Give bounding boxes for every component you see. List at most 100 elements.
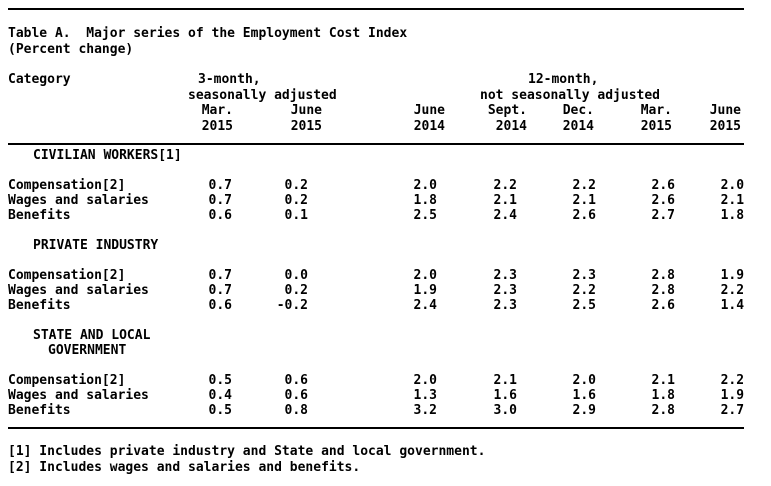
cell: 0.6 (284, 388, 308, 403)
col-month-2: June (413, 103, 445, 118)
spacer-row (8, 313, 744, 328)
cell: 2.2 (720, 373, 745, 388)
cell: 1.9 (720, 388, 745, 403)
spacer-row (8, 253, 744, 268)
cell: 2.2 (572, 283, 596, 298)
cell: 2.3 (493, 283, 517, 298)
footnote-2: [2] Includes wages and salaries and bene… (8, 459, 361, 475)
table-row: Compensation[2] 0.5 0.6 2.0 2.1 2.0 2.1 … (8, 373, 744, 388)
table-row: Wages and salaries 0.7 0.2 1.8 2.1 2.1 2… (8, 193, 744, 208)
table-row: Benefits 0.5 0.8 3.2 3.0 2.9 2.8 2.7 (8, 403, 744, 418)
cell: 2.0 (413, 268, 437, 283)
col-month-3: Sept. (487, 103, 527, 118)
col-year-0: 2015 (201, 118, 233, 134)
cell: 2.0 (572, 373, 596, 388)
cell: 2.1 (572, 193, 596, 208)
col-year-3: 2014 (495, 118, 527, 134)
cell: 0.2 (284, 193, 308, 208)
col-month-0: Mar. (201, 103, 233, 118)
row-label: Benefits (8, 403, 71, 418)
spacer-row (8, 163, 744, 178)
cell: 2.7 (651, 208, 675, 223)
cell: 0.7 (208, 268, 232, 283)
cell: 2.5 (572, 298, 596, 313)
cell: 2.1 (493, 373, 517, 388)
col-month-1: June (290, 103, 322, 118)
group-header-3month: 3-month, (198, 72, 261, 87)
section-heading-row: PRIVATE INDUSTRY (8, 238, 744, 253)
cell: 1.6 (572, 388, 596, 403)
cell: 1.9 (413, 283, 437, 298)
eci-table: CIVILIAN WORKERS[1] Compensation[2] 0.7 … (8, 148, 744, 418)
cell: 2.4 (493, 208, 517, 223)
top-rule (8, 8, 744, 10)
cell: 2.1 (720, 193, 745, 208)
cell: 0.5 (208, 373, 232, 388)
cell: 1.6 (493, 388, 517, 403)
cell: 0.4 (208, 388, 232, 403)
cell: 0.7 (208, 193, 232, 208)
group-header-3month-sub: seasonally adjusted (188, 87, 337, 103)
row-label: Benefits (8, 298, 71, 313)
group-header-12month: 12-month, (528, 72, 599, 87)
col-year-6: 2015 (709, 118, 741, 134)
table-row: Benefits 0.6 -0.2 2.4 2.3 2.5 2.6 1.4 (8, 298, 744, 313)
cell: 2.0 (413, 178, 437, 193)
col-year-4: 2014 (562, 118, 594, 134)
cell: 2.3 (493, 268, 517, 283)
cell: 2.8 (651, 403, 675, 418)
cell: 2.2 (493, 178, 517, 193)
cell: 2.0 (413, 373, 437, 388)
cell: 2.1 (493, 193, 517, 208)
cell: 2.6 (651, 193, 675, 208)
section-heading-civilian: CIVILIAN WORKERS[1] (33, 148, 182, 163)
row-label: Compensation[2] (8, 268, 126, 283)
cell: 1.4 (720, 298, 745, 313)
cell: 0.1 (284, 208, 308, 223)
cell: 1.3 (413, 388, 437, 403)
cell: 2.3 (493, 298, 517, 313)
group-header-12month-sub: not seasonally adjusted (480, 87, 661, 103)
cell: 1.8 (413, 193, 437, 208)
section-heading-row: CIVILIAN WORKERS[1] (8, 148, 744, 163)
cell: 2.6 (572, 208, 596, 223)
row-label: Wages and salaries (8, 283, 149, 298)
cell: 0.6 (208, 298, 232, 313)
cell: 0.8 (284, 403, 308, 418)
section-heading-row: STATE AND LOCAL (8, 328, 744, 343)
cell: 0.7 (208, 283, 232, 298)
row-label: Wages and salaries (8, 388, 149, 403)
cell: 2.0 (720, 178, 745, 193)
cell: 2.7 (720, 403, 745, 418)
cell: 2.8 (651, 283, 675, 298)
col-year-2: 2014 (413, 118, 445, 134)
cell: 0.6 (208, 208, 232, 223)
cell: 2.5 (413, 208, 437, 223)
cell: 0.2 (284, 283, 308, 298)
table-row: Compensation[2] 0.7 0.0 2.0 2.3 2.3 2.8 … (8, 268, 744, 283)
spacer-row (8, 358, 744, 373)
cell: 0.2 (284, 178, 308, 193)
table-subtitle: (Percent change) (8, 41, 134, 57)
cell: 3.2 (413, 403, 437, 418)
cell: 2.3 (572, 268, 596, 283)
cell: 1.9 (720, 268, 745, 283)
cell: 2.2 (572, 178, 596, 193)
cell: 1.8 (720, 208, 745, 223)
cell: 2.6 (651, 298, 675, 313)
row-label: Compensation[2] (8, 373, 126, 388)
table-title: Table A. Major series of the Employment … (8, 26, 408, 41)
cell: 2.2 (720, 283, 745, 298)
table-row: Wages and salaries 0.7 0.2 1.9 2.3 2.2 2… (8, 283, 744, 298)
cell: 2.4 (413, 298, 437, 313)
table-row: Compensation[2] 0.7 0.2 2.0 2.2 2.2 2.6 … (8, 178, 744, 193)
col-month-6: June (709, 103, 741, 118)
spacer-row (8, 223, 744, 238)
col-month-4: Dec. (562, 103, 594, 118)
row-label: Benefits (8, 208, 71, 223)
table-row: Wages and salaries 0.4 0.6 1.3 1.6 1.6 1… (8, 388, 744, 403)
col-year-1: 2015 (290, 118, 322, 134)
cell: -0.2 (276, 298, 308, 313)
footer-rule (8, 427, 744, 429)
